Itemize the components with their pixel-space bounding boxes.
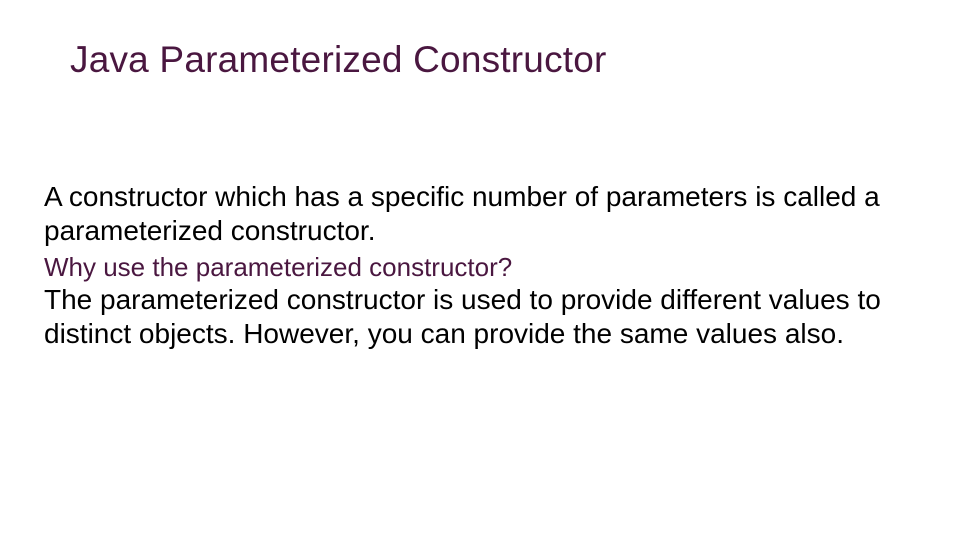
subheading-why: Why use the parameterized constructor? (44, 252, 904, 283)
paragraph-explain: The parameterized constructor is used to… (44, 283, 904, 351)
slide: Java Parameterized Constructor A constru… (0, 0, 960, 540)
slide-title: Java Parameterized Constructor (70, 39, 607, 81)
slide-body: A constructor which has a specific numbe… (44, 180, 904, 352)
paragraph-intro: A constructor which has a specific numbe… (44, 180, 904, 248)
